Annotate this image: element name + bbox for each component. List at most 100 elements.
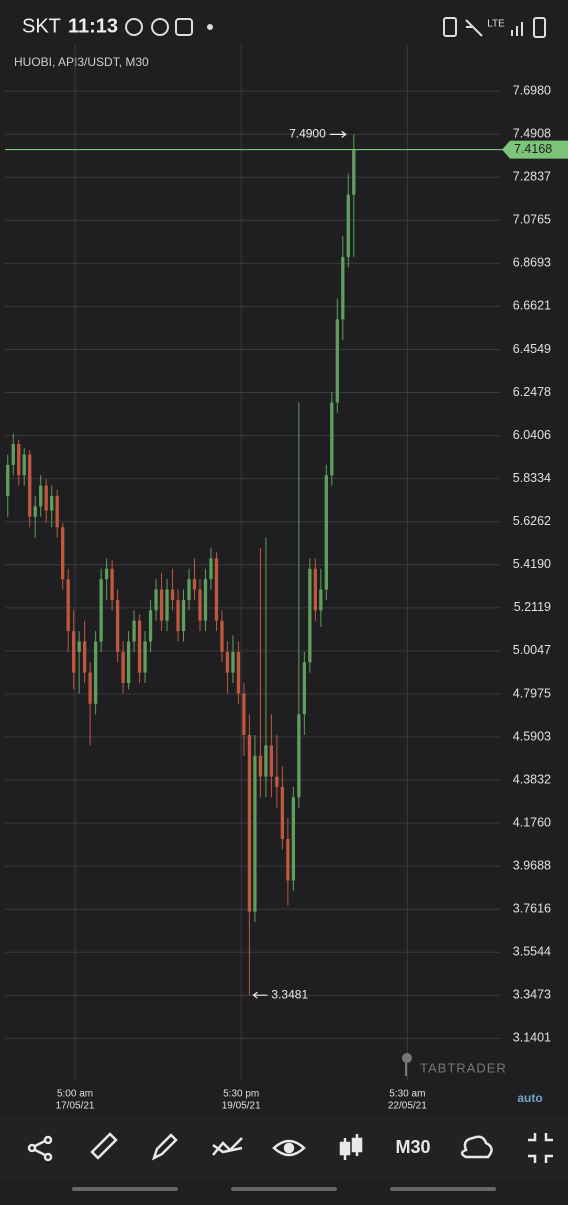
y-tick-label: 5.2119 [514, 600, 551, 614]
x-tick-label: 5:30 pm [223, 1089, 259, 1100]
candle-body [99, 579, 103, 642]
candle-body [165, 589, 169, 621]
candle-body [192, 579, 197, 590]
y-tick-label: 3.5544 [513, 945, 551, 959]
candle-body [225, 651, 230, 673]
candle-body [28, 454, 32, 517]
candle-body [313, 568, 317, 611]
candle-body [104, 568, 109, 580]
candle-body [269, 745, 274, 777]
nav-bar [72, 1187, 496, 1191]
last-price-label: 7.4168 [514, 142, 552, 156]
candle-body [82, 641, 87, 673]
candle-body [319, 589, 323, 611]
candle-body [346, 194, 350, 257]
candle-body [154, 589, 158, 611]
candle-body [209, 558, 213, 580]
clock: 11:13 [68, 15, 118, 37]
candle-body [39, 485, 43, 507]
candle-body [11, 444, 15, 465]
candle-body [203, 579, 208, 621]
x-tick-date: 17/05/21 [56, 1101, 95, 1112]
candle-body [352, 149, 356, 195]
candle-body [132, 620, 136, 642]
x-tick-date: 19/05/21 [222, 1101, 261, 1112]
x-tick-label: 5:00 am [57, 1089, 93, 1100]
candle-body [264, 745, 268, 777]
y-tick-label: 5.6262 [513, 514, 551, 528]
candle-body [231, 651, 235, 673]
candle-body [126, 641, 131, 684]
candle-body [253, 755, 257, 912]
low-arrow [252, 991, 268, 999]
candle-body [181, 599, 186, 632]
candle-body [66, 579, 70, 632]
y-tick-label: 5.8334 [513, 471, 551, 485]
candle-body [77, 641, 81, 652]
y-tick-label: 7.6980 [513, 83, 551, 97]
y-tick-label: 4.7975 [513, 686, 551, 700]
candle-body [341, 256, 345, 320]
candle-body [50, 495, 54, 511]
candle-body [242, 693, 246, 735]
network: LTE [487, 19, 505, 30]
carrier: SKT [22, 15, 61, 37]
candle-body [286, 838, 290, 881]
y-tick-label: 7.2837 [513, 170, 551, 184]
y-tick-label: 4.5903 [513, 729, 551, 743]
chart-title: HUOBI, API3/USDT, M30 [14, 55, 149, 69]
status-icons [125, 17, 546, 38]
y-tick-label: 3.7616 [513, 902, 551, 916]
y-tick-label: 5.4190 [513, 557, 551, 571]
y-tick-label: 7.0765 [513, 213, 551, 227]
y-tick-label: 6.8693 [513, 256, 551, 270]
candle-body [214, 558, 219, 621]
y-tick-label: 3.3473 [513, 988, 551, 1002]
y-tick-label: 3.1401 [513, 1031, 551, 1045]
candle-body [236, 651, 241, 694]
candle-body [148, 610, 153, 642]
candle-body [121, 651, 125, 684]
candle-body [44, 485, 48, 511]
toolbar-icons[interactable] [27, 1132, 553, 1163]
candle-body [324, 475, 328, 590]
candle-body [335, 319, 339, 403]
candle-body [198, 589, 202, 621]
y-tick-label: 3.9688 [513, 858, 551, 872]
candle-body [6, 464, 10, 496]
candle-body [115, 599, 120, 652]
candle-body [55, 495, 59, 528]
candle-body [88, 672, 92, 704]
candle-body [93, 641, 98, 704]
candle-body [143, 641, 147, 673]
candle-body [247, 735, 252, 912]
auto-scale[interactable]: auto [517, 1091, 542, 1105]
candle-body [33, 506, 37, 517]
candle-body [280, 786, 285, 839]
candle-body [22, 454, 26, 476]
y-tick-label: 6.0406 [513, 428, 551, 442]
chart: 7.6980 7.4908 7.2837 7.0765 6.8693 6.6621 6.45… [5, 45, 568, 1112]
last-price-tag [502, 140, 568, 159]
high-arrow [329, 130, 347, 138]
y-tick-label: 4.1760 [513, 815, 551, 829]
y-tick-label: 5.0047 [513, 643, 551, 657]
candle-body [297, 714, 301, 798]
timeframe-button[interactable]: M30 [395, 1137, 430, 1157]
candle-body [291, 797, 296, 881]
x-tick-date: 22/05/21 [388, 1101, 427, 1112]
candle-body [159, 589, 164, 621]
y-tick-label: 7.4908 [513, 126, 551, 140]
y-tick-label: 4.3832 [513, 772, 551, 786]
candle-body [110, 568, 114, 600]
candle-body [308, 568, 312, 663]
high-label: 7.4900 [289, 127, 326, 141]
candle-body [302, 662, 306, 715]
candle-body [330, 402, 334, 476]
watermark: TABTRADER [420, 1060, 507, 1075]
candle-body [220, 620, 224, 652]
candle-body [187, 579, 191, 600]
